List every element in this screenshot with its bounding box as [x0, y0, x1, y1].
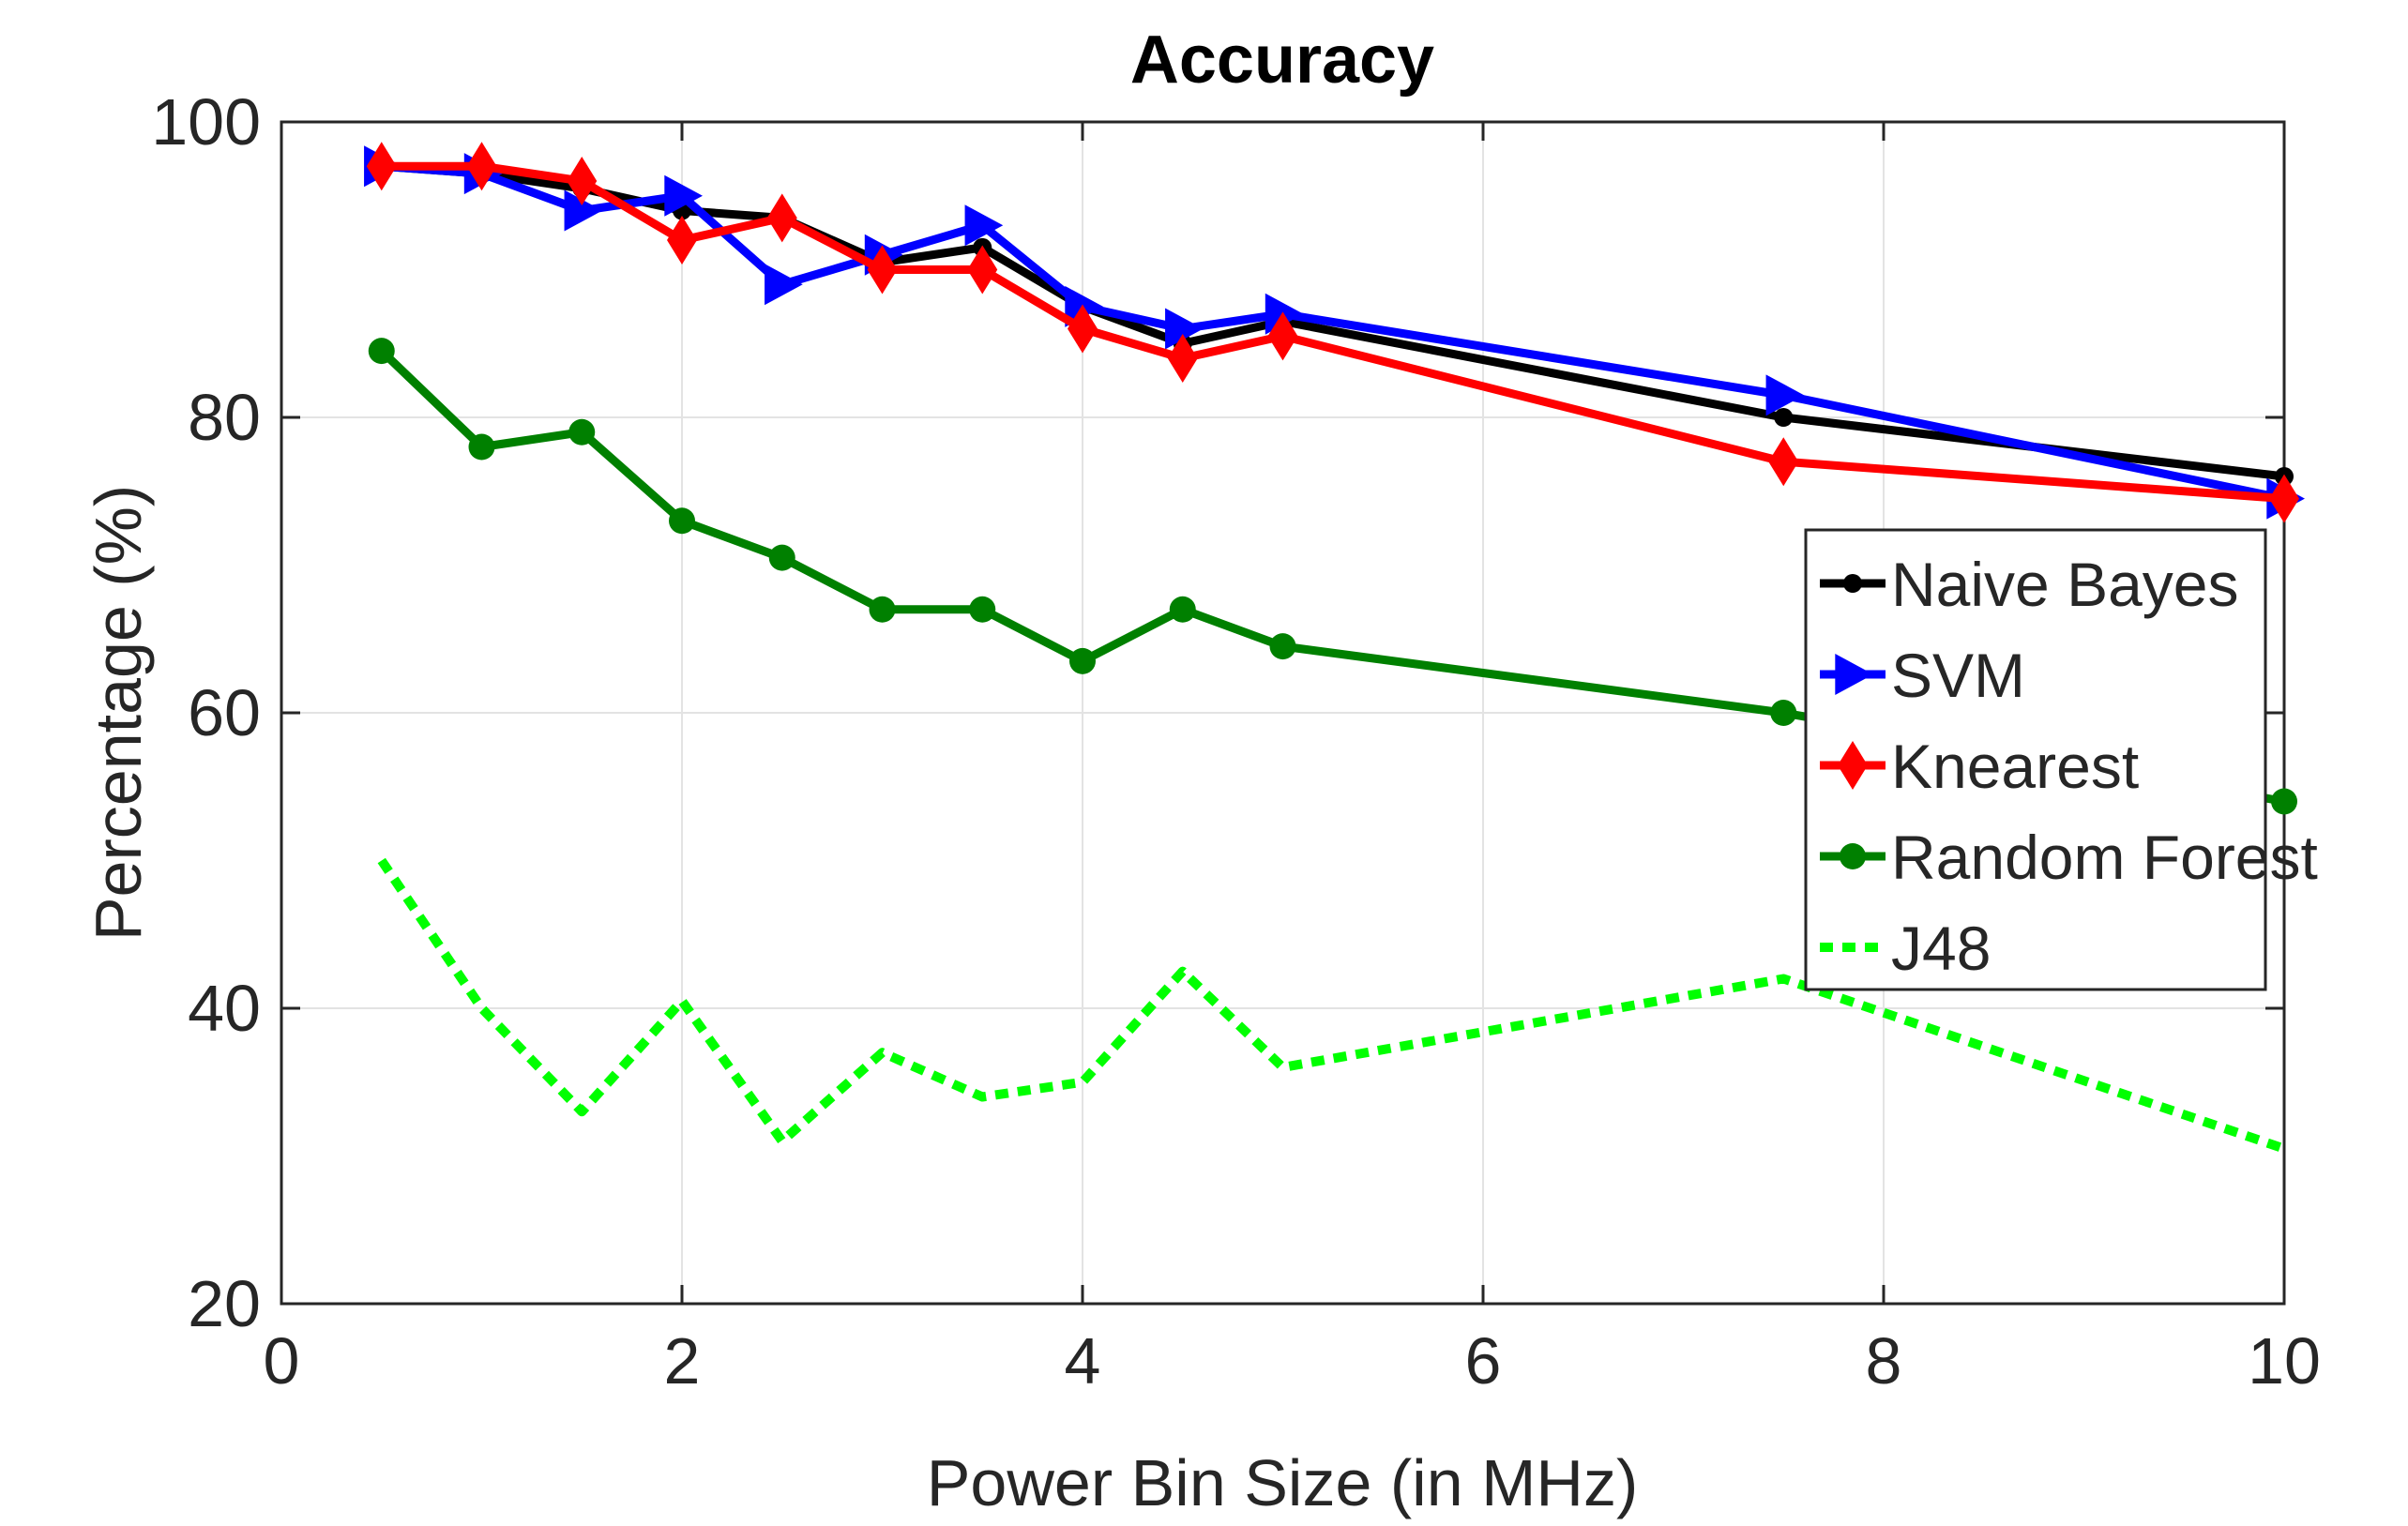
y-tick-label: 80: [188, 381, 261, 454]
legend-marker-naive-bayes: [1843, 574, 1862, 593]
legend: Naive Bayes SVM Knearest Random Forest J48: [1804, 528, 2318, 991]
x-axis-label: Power Bin Size (in MHz): [927, 1446, 1639, 1519]
data-point-random-forest: [2271, 788, 2297, 815]
data-point-random-forest: [969, 596, 996, 623]
data-point-knearest: [766, 193, 797, 243]
series-lines: [364, 142, 2305, 1154]
data-point-knearest: [1768, 437, 1799, 487]
x-tick-label: 2: [664, 1324, 701, 1398]
data-point-svm: [664, 174, 703, 217]
data-point-random-forest: [669, 507, 695, 535]
data-point-knearest: [366, 142, 397, 191]
series-line-naive-bayes: [381, 161, 2285, 481]
series-knearest: [366, 142, 2299, 523]
data-point-knearest: [2269, 474, 2299, 523]
legend-marker-svm: [1835, 654, 1873, 695]
y-tick-label: 60: [188, 676, 261, 749]
data-point-svm: [964, 204, 1004, 247]
data-point-knearest: [1068, 304, 1098, 354]
chart-title: Accuracy: [1130, 23, 1434, 98]
y-tick-label: 40: [188, 972, 261, 1045]
y-tick-label: 100: [151, 85, 261, 159]
data-point-knearest: [667, 216, 697, 264]
data-point-knearest: [1167, 334, 1198, 383]
legend-marker-random-forest: [1840, 843, 1866, 869]
series-line-j48: [377, 857, 2286, 1154]
x-tick-label: 0: [264, 1324, 300, 1398]
data-point-random-forest: [1069, 647, 1096, 674]
data-point-knearest: [567, 157, 598, 205]
data-point-knearest: [967, 245, 998, 295]
x-tick-label: 6: [1465, 1324, 1502, 1398]
x-tick-label: 4: [1065, 1324, 1101, 1398]
data-point-naive-bayes: [1774, 408, 1794, 427]
data-point-svm: [564, 189, 603, 232]
data-point-knearest: [867, 245, 898, 295]
legend-label-j48: J48: [1891, 914, 1991, 983]
legend-items: Naive Bayes SVM Knearest Random Forest J48: [1820, 550, 2318, 983]
data-point-random-forest: [1269, 633, 1296, 660]
data-point-svm: [1165, 308, 1204, 350]
series-line-random-forest: [378, 347, 2285, 806]
data-point-random-forest: [1169, 596, 1196, 623]
series-line-knearest: [381, 161, 2285, 504]
data-point-knearest: [466, 142, 497, 191]
series-random-forest: [368, 338, 2297, 815]
data-point-svm: [765, 264, 803, 306]
x-tick-label: 10: [2248, 1324, 2321, 1398]
y-tick-label: 20: [188, 1267, 261, 1340]
legend-box: [1804, 528, 2267, 991]
data-point-random-forest: [568, 418, 596, 446]
data-point-random-forest: [768, 544, 795, 571]
data-point-random-forest: [368, 338, 395, 365]
data-point-svm: [1265, 293, 1304, 335]
data-point-random-forest: [468, 433, 495, 461]
legend-label-knearest: Knearest: [1891, 732, 2139, 801]
series-j48: [377, 857, 2286, 1154]
y-axis-label: Percentage (%): [82, 485, 155, 941]
x-tick-label: 8: [1866, 1324, 1902, 1398]
legend-label-naive-bayes: Naive Bayes: [1891, 550, 2239, 619]
data-point-random-forest: [1770, 700, 1797, 726]
data-point-svm: [1765, 374, 1805, 416]
data-point-svm: [1065, 285, 1103, 327]
data-point-random-forest: [869, 596, 896, 623]
axis-ticks: 0 2 4 6 8 10 20 40 60 80 100: [151, 85, 2321, 1398]
legend-marker-knearest: [1838, 741, 1868, 790]
legend-label-random-forest: Random Forest: [1891, 823, 2318, 892]
legend-label-svm: SVM: [1891, 641, 2025, 710]
data-point-knearest: [1267, 311, 1298, 361]
